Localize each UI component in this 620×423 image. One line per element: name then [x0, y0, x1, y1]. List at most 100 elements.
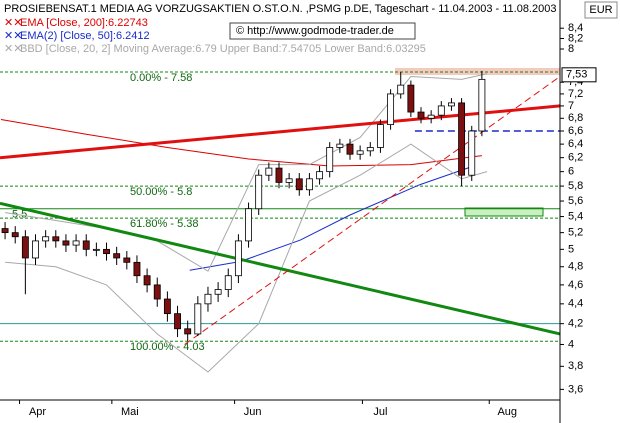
candle-body: [387, 93, 395, 125]
x-tick-label: Mai: [121, 406, 139, 418]
candle-body: [458, 102, 466, 176]
candle-body: [143, 275, 151, 286]
x-tick-label: Aug: [497, 406, 517, 418]
candle-body: [184, 328, 192, 335]
candle-body: [21, 236, 29, 259]
y-tick-label: 5,6: [568, 195, 583, 207]
candle-body: [356, 150, 364, 155]
candle-body: [133, 261, 141, 277]
candle-body: [326, 147, 334, 173]
y-tick-label: 8,2: [568, 32, 583, 44]
y-tick-label: 5,2: [568, 227, 583, 239]
y-tick-label: 3,8: [568, 360, 583, 372]
candle-body: [194, 303, 202, 335]
y-tick-label: 6,8: [568, 112, 583, 124]
legend-marker: ✕✕: [4, 17, 22, 29]
y-axis-label: EUR: [589, 4, 612, 16]
candle-body: [11, 232, 19, 238]
y-tick-label: 5: [568, 243, 574, 255]
last-price-box: [561, 67, 597, 83]
legend-marker: ✕✕: [4, 30, 22, 42]
candle-body: [42, 236, 50, 242]
candle-body: [407, 84, 415, 113]
candle-body: [32, 240, 39, 259]
y-tick-label: 8,4: [568, 22, 583, 34]
candle-body: [336, 143, 344, 148]
level-label: 100.00% - 4.03: [130, 341, 205, 353]
candle-body: [245, 208, 252, 242]
candle-body: [214, 289, 222, 295]
level-label: 61.80% - 5.38: [130, 218, 199, 230]
candle-body: [72, 240, 80, 246]
x-tick-label: Apr: [29, 406, 46, 418]
candle-body: [427, 114, 435, 119]
candle-body: [52, 236, 60, 242]
candle-body: [437, 105, 445, 116]
candle-body: [224, 275, 232, 290]
candle-body: [478, 78, 486, 132]
y-tick-label: 5,8: [568, 180, 583, 192]
candle-body: [62, 240, 70, 246]
candle-body: [346, 143, 354, 155]
candle-body: [417, 111, 425, 119]
candle-body: [82, 240, 90, 250]
last-price-label: 7,53: [566, 69, 587, 81]
y-tick-label: 3,6: [568, 383, 583, 395]
indicator-line: [189, 166, 470, 271]
watermark-box: [229, 22, 416, 40]
y-tick-label: 7: [568, 100, 574, 112]
candle-body: [275, 167, 283, 183]
indicator-line: [5, 73, 488, 272]
level-label: 50.00% - 5.8: [130, 186, 192, 198]
candle-body: [174, 313, 181, 330]
y-tick-label: 6,4: [568, 138, 583, 150]
candle-body: [316, 171, 324, 180]
candle-body: [113, 253, 121, 259]
y-tick-label: 6,6: [568, 125, 583, 137]
indicator-line: [0, 119, 482, 167]
y-tick-label: 4: [568, 338, 574, 350]
candle-body: [92, 248, 100, 251]
support-box: [464, 207, 544, 217]
trend-line: [0, 201, 561, 336]
legend-entry: EMA(2) [Close, 50]:6.2412: [20, 30, 150, 42]
y-tick-label: 6,2: [568, 152, 583, 164]
candle-body: [103, 248, 110, 255]
y-tick-label: 4,8: [568, 261, 583, 273]
candle-body: [376, 124, 384, 148]
y-tick-label: 8: [568, 43, 574, 55]
candle-body: [265, 167, 273, 176]
y-tick-label: 4,4: [568, 298, 583, 310]
trend-line: [0, 104, 561, 160]
candle-body: [295, 178, 303, 191]
candle-body: [397, 84, 405, 95]
candle-body: [285, 178, 293, 183]
candle-body: [255, 174, 263, 210]
indicator-line: [5, 143, 488, 373]
y-tick-label: 4,6: [568, 279, 583, 291]
candle-body: [153, 284, 161, 300]
y-tick-label: 6: [568, 166, 574, 178]
unit-box: [584, 1, 618, 19]
level-label: 0.00% - 7.58: [130, 72, 192, 84]
legend-entry: EMA [Close, 200]:6.22743: [20, 17, 148, 29]
candle-body: [163, 298, 171, 315]
y-tick-label: 7,2: [568, 88, 583, 100]
candle-body: [204, 293, 212, 305]
y-tick-label: 5,4: [568, 210, 583, 222]
candle-body: [305, 178, 313, 191]
watermark: © http://www.godmode-trader.de: [236, 25, 394, 37]
legend-entry: BBD [Close, 20, 2] Moving Average:6.79 U…: [20, 43, 426, 55]
legend-marker: ✕✕: [4, 43, 22, 55]
candle-body: [468, 130, 476, 176]
candle-body: [123, 257, 131, 263]
x-tick-label: Jul: [373, 406, 387, 418]
candle-body: [234, 240, 242, 277]
x-tick-label: Jun: [244, 406, 262, 418]
candle-body: [448, 102, 455, 107]
candle-body: [366, 147, 374, 152]
chart-title: PROSIEBENSAT.1 MEDIA AG VORZUGSAKTIEN O.…: [4, 3, 556, 15]
y-tick-label: 4,2: [568, 318, 583, 330]
